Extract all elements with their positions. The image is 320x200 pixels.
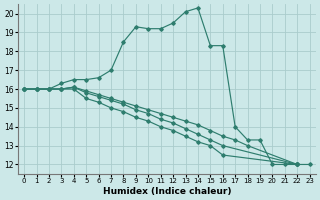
X-axis label: Humidex (Indice chaleur): Humidex (Indice chaleur) [103,187,231,196]
